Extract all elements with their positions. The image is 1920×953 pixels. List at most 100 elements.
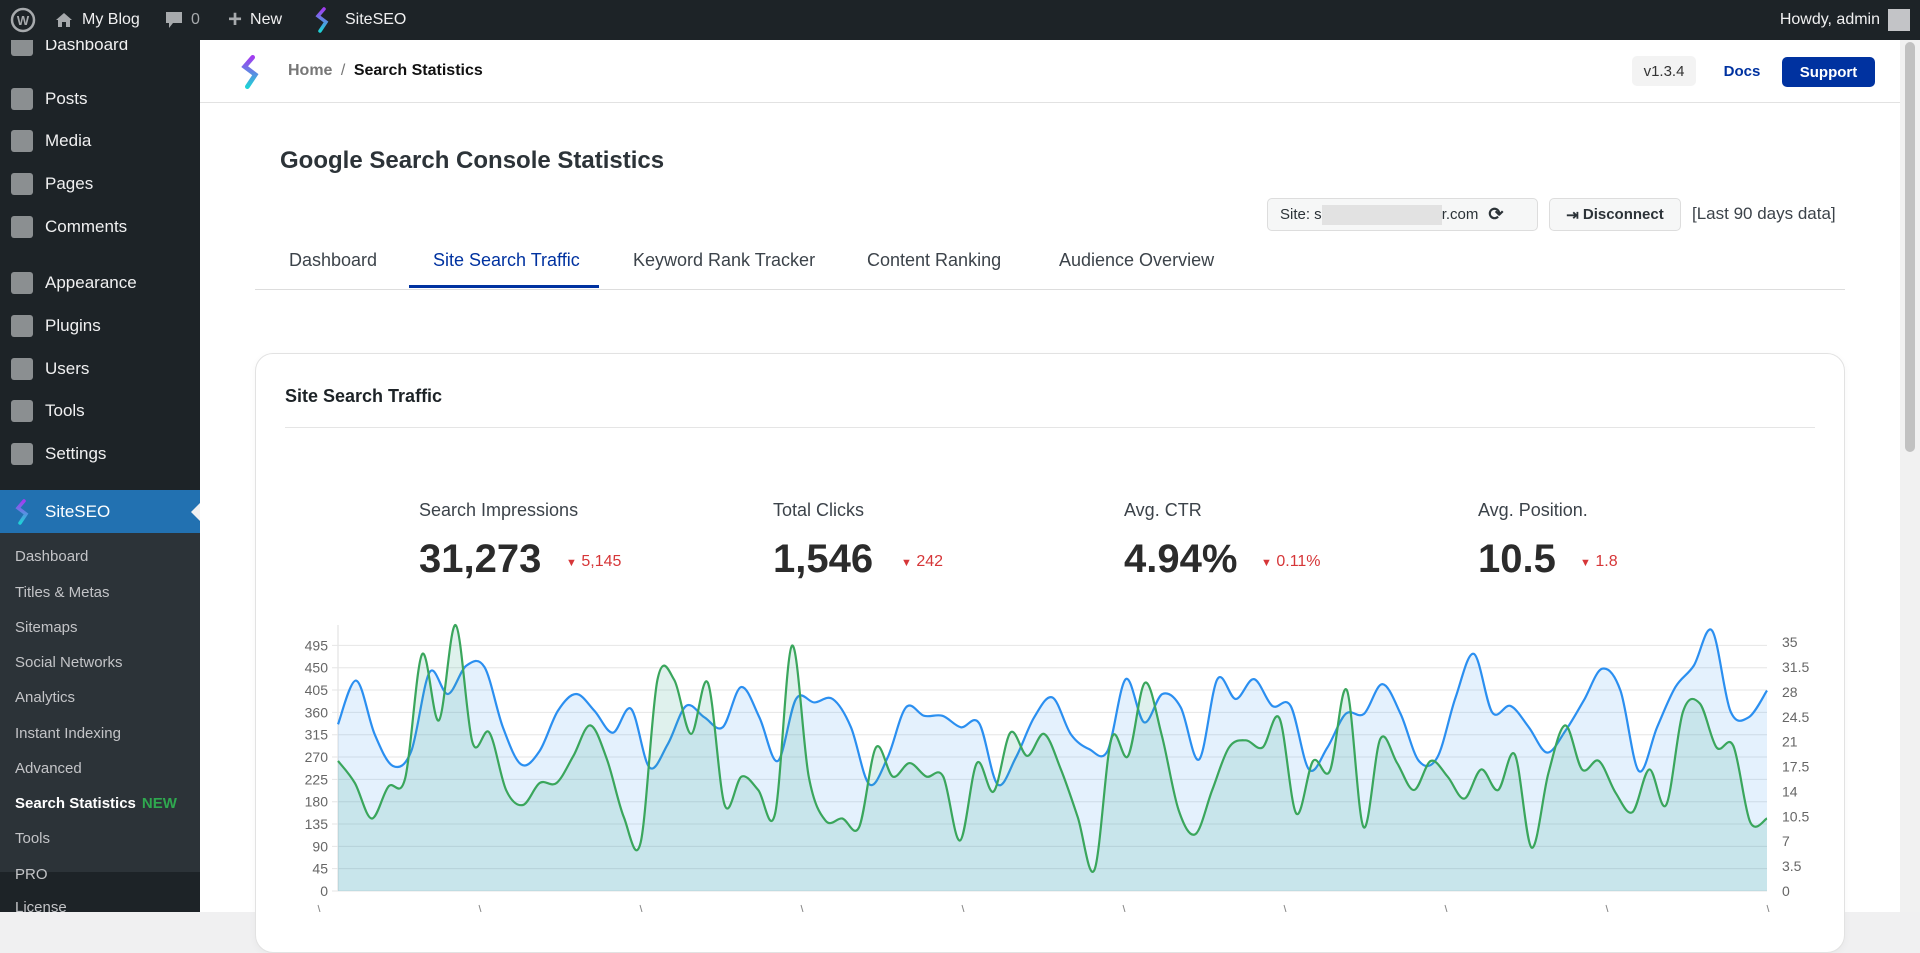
down-arrow-icon: ▼ [566, 557, 577, 569]
stat-label-impressions: Search Impressions [419, 500, 579, 520]
menu-label: SiteSEO [45, 501, 111, 521]
menu-siteseo[interactable]: SiteSEO [0, 490, 200, 533]
menu-dashboard[interactable]: Dashboard [0, 40, 200, 65]
delta-value: 242 [916, 553, 944, 570]
menu-appearance[interactable]: Appearance [0, 263, 200, 303]
menu-settings[interactable]: Settings [0, 434, 200, 474]
breadcrumb-home[interactable]: Home [288, 62, 333, 79]
stat-delta-position: ▼ 1.8 [1580, 553, 1618, 571]
breadcrumb-separator: / [340, 62, 346, 79]
submenu-instant-indexing[interactable]: Instant Indexing [15, 725, 121, 742]
card-title: Site Search Traffic [285, 386, 443, 406]
new-badge: NEW [141, 795, 177, 812]
avatar [1888, 9, 1910, 31]
tab-audience-overview[interactable]: Audience Overview [1059, 250, 1215, 270]
plus-icon: + [228, 6, 243, 33]
tab-keyword-rank-tracker[interactable]: Keyword Rank Tracker [633, 250, 816, 270]
stat-delta-impressions: ▼ 5,145 [566, 553, 621, 571]
down-arrow-icon: ▼ [901, 557, 912, 569]
delta-value: 0.11% [1276, 553, 1321, 570]
version-badge: v1.3.4 [1632, 56, 1696, 86]
new-content-link[interactable]: + New [228, 0, 282, 40]
menu-users[interactable]: Users [0, 349, 200, 389]
menu-label: Plugins [45, 316, 101, 335]
siteseo-label: SiteSEO [345, 11, 407, 28]
admin-bar: W My Blog 0 + New SiteSEO Howdy, admin [0, 0, 1920, 40]
page-scrollbar[interactable] [1900, 40, 1920, 912]
submenu-dashboard[interactable]: Dashboard [15, 548, 89, 565]
card-divider [285, 427, 1815, 428]
stat-label-ctr: Avg. CTR [1124, 500, 1202, 520]
wordpress-logo-icon[interactable]: W [10, 0, 36, 40]
siteseo-adminbar-link[interactable]: SiteSEO [313, 0, 406, 40]
submenu-social-networks[interactable]: Social Networks [15, 654, 123, 671]
traffic-card [255, 353, 1845, 953]
active-tab-indicator [409, 285, 599, 288]
brush-icon [11, 272, 33, 294]
down-arrow-icon: ▼ [1261, 557, 1272, 569]
logout-icon: ⇥ [1566, 206, 1579, 224]
docs-link[interactable]: Docs [1723, 62, 1761, 80]
stat-label-position: Avg. Position. [1478, 500, 1588, 520]
breadcrumb: Home / Search Statistics [288, 62, 483, 80]
site-name: My Blog [82, 11, 140, 28]
submenu-advanced[interactable]: Advanced [15, 760, 82, 777]
menu-comments[interactable]: Comments [0, 207, 200, 247]
stat-delta-clicks: ▼ 242 [901, 553, 943, 571]
site-link[interactable]: My Blog [54, 0, 140, 40]
site-redacted [1321, 204, 1442, 225]
refresh-icon[interactable]: ⟳ [1488, 204, 1504, 224]
menu-label: Users [45, 359, 90, 378]
wrench-icon [11, 400, 33, 422]
submenu-pro[interactable]: PRO [15, 866, 48, 883]
date-range-label: [Last 90 days data] [1692, 204, 1836, 223]
stat-value-clicks: 1,546 [773, 537, 874, 581]
home-icon [56, 13, 72, 27]
tab-dashboard[interactable]: Dashboard [289, 250, 378, 270]
media-icon [11, 130, 33, 152]
menu-label: Dashboard [45, 40, 129, 54]
submenu-search-statistics[interactable]: Search Statistics NEW [15, 795, 177, 812]
site-selector-button[interactable]: Site: s r.com ⟳ [1267, 198, 1538, 231]
siteseo-logo-icon [241, 54, 259, 89]
submenu-titles-metas[interactable]: Titles & Metas [15, 584, 110, 601]
site-prefix: Site: s [1280, 206, 1322, 223]
stat-value-ctr: 4.94% [1124, 537, 1238, 581]
comments-link[interactable]: 0 [165, 0, 200, 40]
menu-pages[interactable]: Pages [0, 164, 200, 204]
down-arrow-icon: ▼ [1580, 557, 1591, 569]
menu-tools[interactable]: Tools [0, 391, 200, 431]
menu-label: Comments [45, 217, 128, 236]
submenu-analytics[interactable]: Analytics [15, 689, 76, 706]
pin-icon [11, 88, 33, 110]
disconnect-button[interactable]: ⇥ Disconnect [1549, 198, 1681, 231]
account-menu[interactable]: Howdy, admin [1780, 0, 1910, 40]
menu-label: Posts [45, 89, 88, 108]
menu-posts[interactable]: Posts [0, 79, 200, 119]
svg-text:W: W [17, 13, 30, 28]
pages-icon [11, 173, 33, 195]
submenu-tools[interactable]: Tools [15, 830, 51, 847]
breadcrumb-current: Search Statistics [353, 62, 483, 79]
stat-value-position: 10.5 [1478, 537, 1556, 581]
stat-value-impressions: 31,273 [419, 537, 542, 581]
menu-label: Appearance [45, 273, 137, 292]
support-button[interactable]: Support [1782, 57, 1875, 87]
menu-label: Tools [45, 401, 85, 420]
stat-label-clicks: Total Clicks [773, 500, 865, 520]
stat-delta-ctr: ▼ 0.11% [1261, 553, 1321, 571]
delta-value: 1.8 [1595, 553, 1618, 570]
user-icon [11, 358, 33, 380]
dashboard-icon [11, 40, 33, 56]
plug-icon [11, 315, 33, 337]
tab-bar [255, 289, 1845, 290]
submenu-sitemaps[interactable]: Sitemaps [15, 619, 78, 636]
tab-site-search-traffic[interactable]: Site Search Traffic [433, 250, 580, 270]
menu-plugins[interactable]: Plugins [0, 306, 200, 346]
scrollbar-thumb[interactable] [1905, 42, 1915, 452]
tab-content-ranking[interactable]: Content Ranking [867, 250, 1002, 270]
menu-label: Settings [45, 444, 107, 463]
submenu-license[interactable]: License [15, 899, 67, 912]
menu-media[interactable]: Media [0, 121, 200, 161]
disconnect-label: Disconnect [1582, 206, 1664, 223]
